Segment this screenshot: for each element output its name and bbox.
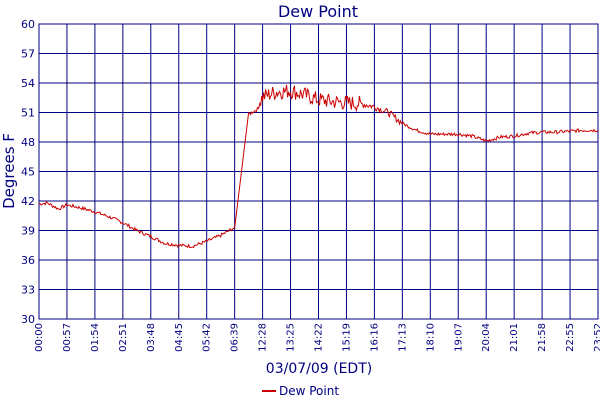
x-axis-label: 03/07/09 (EDT) <box>266 361 372 377</box>
y-tick-label: 54 <box>21 77 35 90</box>
x-tick-label: 02:51 <box>118 323 129 352</box>
y-tick-label: 51 <box>21 107 35 120</box>
y-tick-label: 36 <box>21 254 35 267</box>
y-tick-label: 60 <box>21 18 35 31</box>
series-lines <box>38 84 599 249</box>
x-tick-label: 13:25 <box>286 323 297 352</box>
plot-grid <box>38 23 599 320</box>
series-line-dew-point <box>38 84 599 249</box>
x-tick-labels: 00:00 00:57 01:54 02:51 03:48 04:45 05:42 06:39… <box>34 323 600 352</box>
y-tick-label: 33 <box>21 284 35 297</box>
x-tick-label: 21:01 <box>509 323 520 352</box>
x-tick-label: 06:39 <box>230 323 241 352</box>
y-tick-label: 42 <box>21 195 35 208</box>
plot-frame <box>38 23 599 320</box>
x-tick-label: 17:13 <box>397 323 408 352</box>
x-tick-label: 00:00 <box>34 323 45 352</box>
y-tick-label: 45 <box>21 166 35 179</box>
y-tick-label: 48 <box>21 136 35 149</box>
x-tick-label: 19:07 <box>453 323 464 352</box>
x-tick-label: 20:04 <box>481 323 492 352</box>
x-tick-label: 03:48 <box>146 323 157 352</box>
y-tick-label: 39 <box>21 225 35 238</box>
x-tick-label: 01:54 <box>90 323 101 352</box>
x-tick-label: 15:19 <box>341 323 352 352</box>
x-tick-label: 14:22 <box>314 323 325 352</box>
x-tick-label: 16:16 <box>369 323 380 352</box>
y-tick-label: 57 <box>21 48 35 61</box>
legend: Dew Point <box>262 384 339 398</box>
legend-label: Dew Point <box>279 384 339 398</box>
y-tick-labels: 30 33 36 39 42 45 48 51 54 57 60 <box>21 18 35 326</box>
x-tick-label: 12:28 <box>258 323 269 352</box>
x-tick-label: 00:57 <box>62 323 73 352</box>
x-tick-label: 23:52 <box>593 323 600 352</box>
chart-title: Dew Point <box>278 2 358 21</box>
x-tick-label: 18:10 <box>425 323 436 352</box>
x-tick-label: 05:42 <box>202 323 213 352</box>
y-tick-label: 30 <box>21 313 35 326</box>
x-tick-label: 22:55 <box>565 323 576 352</box>
y-axis-label: Degrees F <box>0 133 18 209</box>
x-tick-label: 04:45 <box>174 323 185 352</box>
x-tick-label: 21:58 <box>537 323 548 352</box>
